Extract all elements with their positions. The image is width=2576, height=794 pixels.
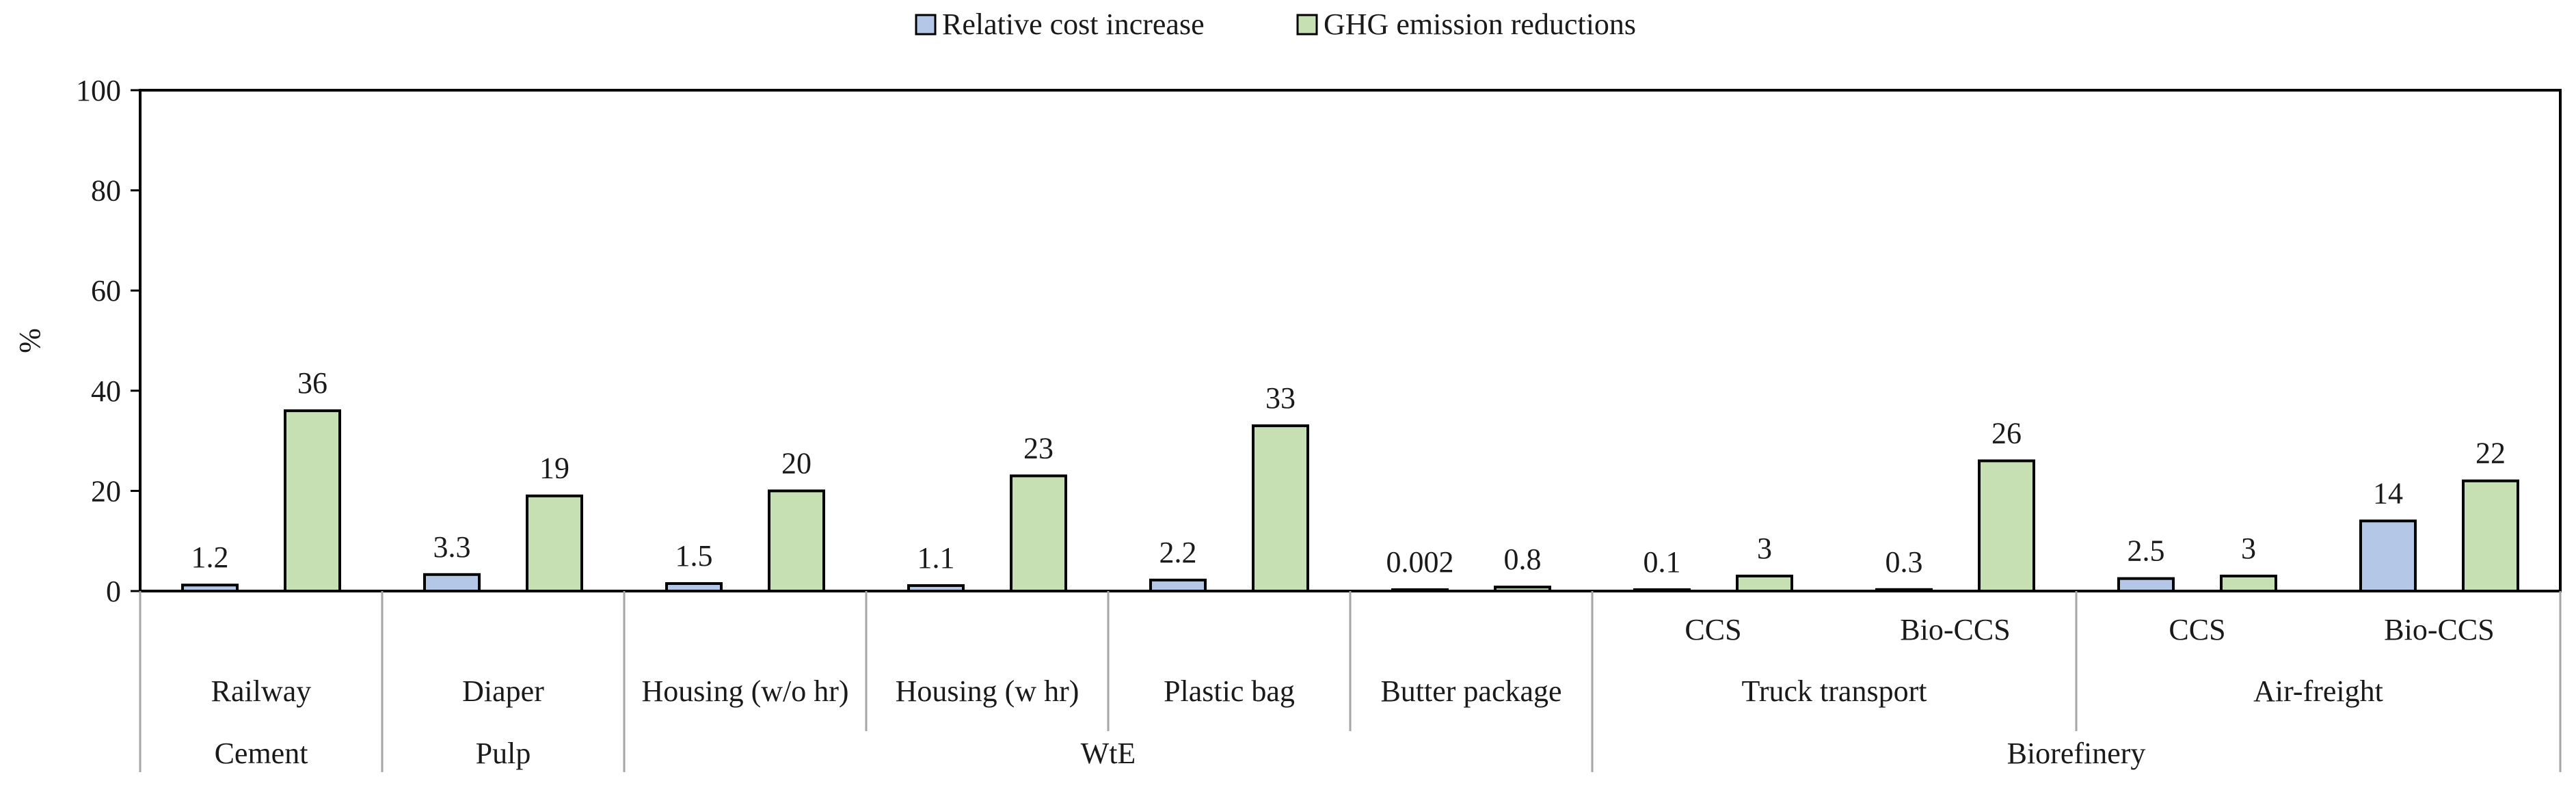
y-tick-label: 80 [91, 174, 121, 208]
category-level2-label: Railway [211, 674, 312, 708]
legend-swatch-relative-cost [915, 14, 937, 36]
bar-relative-cost [1391, 588, 1449, 592]
data-label: 36 [297, 366, 327, 400]
category-level1-label: Bio-CCS [1900, 613, 2010, 646]
category-level2-label: Truck transport [1742, 674, 1927, 708]
data-labels: 1.2 3.3 1.5 1.1 2.2 0.002 0.1 0.3 2.5 14 36 19 20 23 3… [191, 366, 2506, 579]
category-level2-label: Butter package [1380, 674, 1561, 708]
category-level2-label: Housing (w hr) [896, 674, 1079, 708]
data-label: 0.1 [1643, 545, 1681, 579]
data-label: 1.1 [917, 541, 955, 575]
y-tick-label: 100 [76, 74, 121, 107]
data-label: 0.3 [1886, 545, 1923, 579]
bar-relative-cost [665, 582, 723, 593]
data-label: 1.5 [675, 539, 713, 573]
bar-relative-cost [423, 573, 481, 592]
data-label: 2.5 [2128, 534, 2165, 568]
bar-relative-cost [907, 584, 965, 593]
category-level3-label: Pulp [476, 737, 531, 770]
category-level3-label: Cement [215, 737, 308, 770]
bar-ghg-reduction [1494, 586, 1551, 592]
bar-relative-cost [2359, 519, 2417, 593]
bar-ghg-reduction [768, 489, 825, 593]
data-label: 20 [781, 446, 811, 480]
bar-relative-cost [1633, 588, 1691, 592]
category-level2-label: Diaper [462, 674, 544, 708]
data-label: 0.002 [1386, 545, 1454, 579]
y-tick-label: 60 [91, 274, 121, 307]
y-tick-label: 40 [91, 374, 121, 408]
y-axis-label: % [13, 328, 46, 353]
data-label: 3 [1757, 532, 1772, 565]
legend-label: Relative cost increase [942, 8, 1205, 41]
category-level3-label: WtE [1081, 737, 1136, 770]
bar-ghg-reduction [2462, 479, 2519, 592]
bar-relative-cost [1149, 578, 1207, 593]
bar-ghg-reduction [1978, 459, 2035, 592]
bar-ghg-reduction [526, 494, 583, 592]
y-tick-label: 20 [91, 474, 121, 508]
category-level2-label: Plastic bag [1164, 674, 1295, 708]
bar-relative-cost [181, 584, 239, 592]
data-label: 1.2 [191, 540, 229, 574]
data-label: 3.3 [433, 530, 471, 564]
category-level1-label: CCS [1685, 613, 1741, 646]
data-label: 14 [2373, 476, 2403, 510]
category-level2-label: Air-freight [2253, 674, 2383, 708]
category-level1-label: Bio-CCS [2384, 613, 2494, 646]
legend-label: GHG emission reductions [1324, 8, 1636, 41]
plot-area [139, 89, 2562, 592]
legend-swatch-ghg-reduction [1296, 14, 1318, 36]
category-level1-label: CCS [2169, 613, 2225, 646]
bar-relative-cost [2117, 577, 2175, 592]
data-label: 19 [539, 452, 569, 485]
data-label: 2.2 [1159, 536, 1197, 569]
category-level3-label: Biorefinery [2007, 737, 2146, 770]
bar-ghg-reduction [1010, 474, 1067, 592]
bar-ghg-reduction [1736, 575, 1793, 593]
data-label: 0.8 [1504, 543, 1542, 576]
y-axis: 0 20 40 60 80 100 [76, 74, 140, 608]
bar-ghg-reduction [1252, 424, 1309, 592]
bar-ghg-reduction [284, 409, 341, 592]
x-axis: Cement Pulp WtE Biorefinery Railway Diaper Hou… [139, 591, 2562, 772]
bars [181, 409, 2519, 593]
data-label: 33 [1265, 381, 1296, 415]
y-tick-label: 0 [106, 575, 121, 608]
legend: Relative cost increase GHG emission reduc… [915, 8, 1636, 41]
bar-ghg-reduction [2220, 575, 2277, 593]
data-label: 26 [1991, 416, 2022, 450]
bar-relative-cost [1875, 588, 1933, 593]
data-label: 3 [2241, 532, 2256, 565]
data-label: 23 [1023, 431, 1054, 465]
category-level2-label: Housing (w/o hr) [641, 674, 848, 708]
data-label: 22 [2476, 437, 2506, 470]
